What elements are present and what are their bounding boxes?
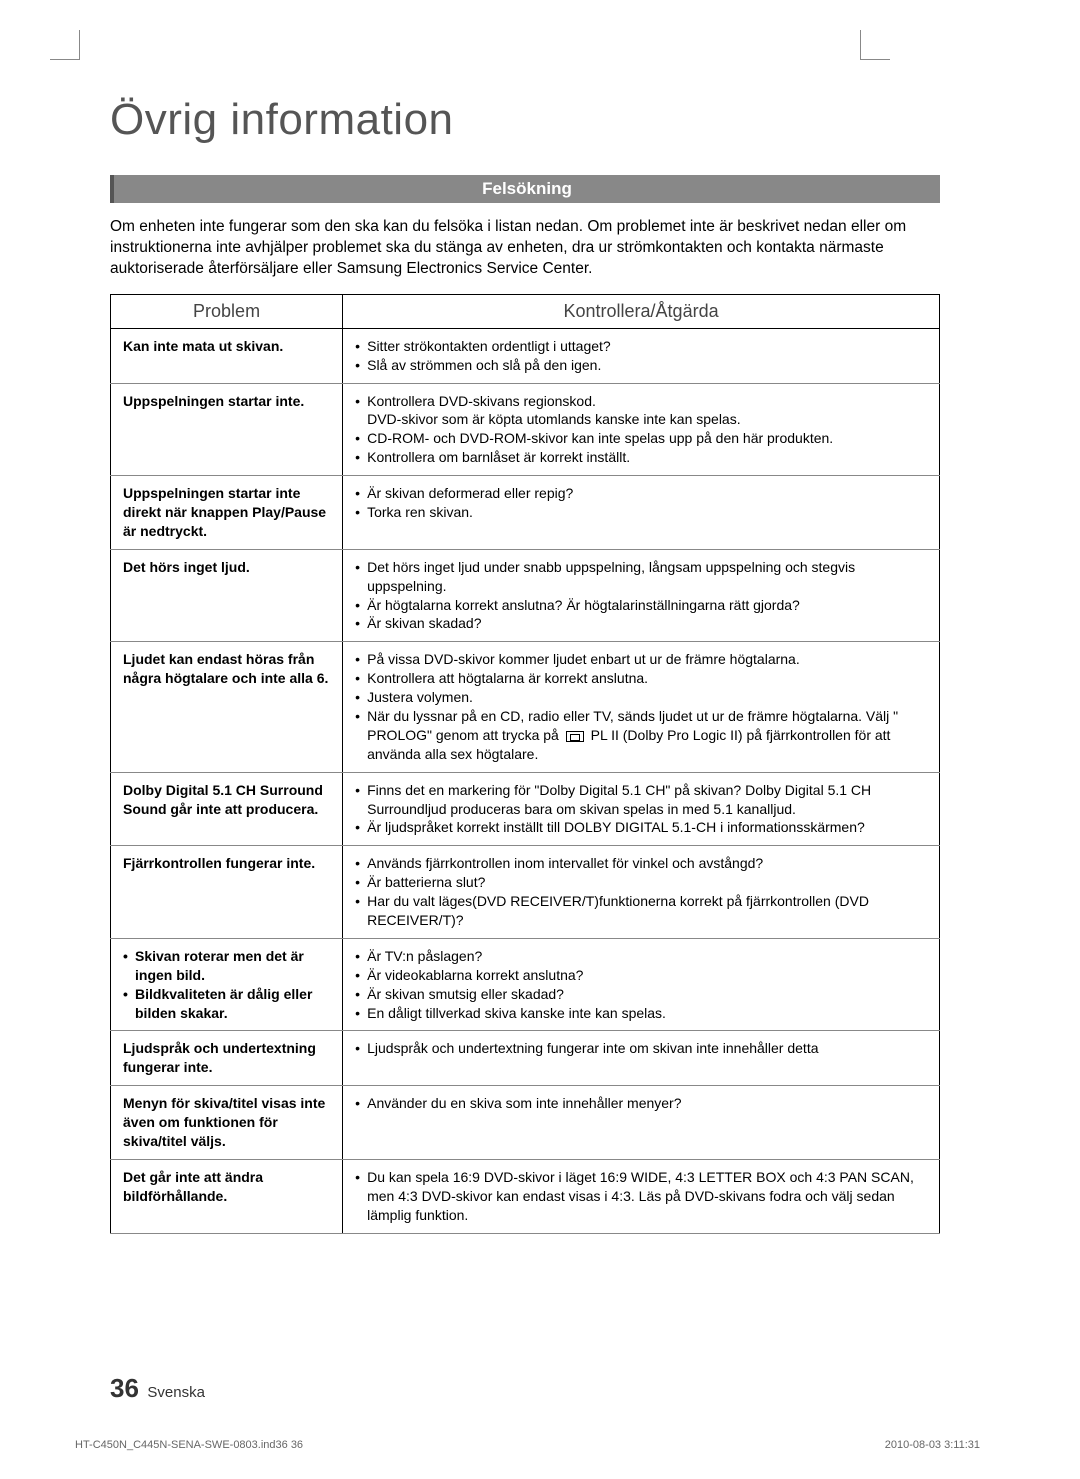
problem-cell: Kan inte mata ut skivan. [111, 328, 343, 383]
fix-cell: Det hörs inget ljud under snabb uppspeln… [343, 549, 940, 642]
imprint-left: HT-C450N_C445N-SENA-SWE-0803.ind36 36 [75, 1439, 303, 1451]
problem-cell: Det går inte att ändra bildförhållande. [111, 1159, 343, 1233]
fix-bullet: Du kan spela 16:9 DVD-skivor i läget 16:… [355, 1168, 927, 1225]
table-row: Uppspelningen startar inte direkt när kn… [111, 476, 940, 550]
section-heading: Felsökning [110, 175, 940, 203]
page-number: 36 [110, 1373, 139, 1403]
fix-bullet: Slå av strömmen och slå på den igen. [355, 356, 927, 375]
fix-cell: Ljudspråk och undertextning fungerar int… [343, 1031, 940, 1086]
table-row: Menyn för skiva/titel visas inte även om… [111, 1086, 940, 1160]
problem-cell: Skivan roterar men det är ingen bild.Bil… [111, 938, 343, 1031]
fix-cell: Finns det en markering för "Dolby Digita… [343, 772, 940, 846]
table-body: Kan inte mata ut skivan. Sitter strökonta… [111, 328, 940, 1233]
table-row: Uppspelningen startar inte. Kontrollera D… [111, 383, 940, 476]
table-row: Det hörs inget ljud. Det hörs inget ljud … [111, 549, 940, 642]
page-content: Övrig information Felsökning Om enheten … [110, 95, 940, 1234]
fix-bullet: På vissa DVD-skivor kommer ljudet enbart… [355, 650, 927, 669]
fix-bullet: Är skivan smutsig eller skadad? [355, 985, 927, 1004]
table-row: Kan inte mata ut skivan. Sitter strökonta… [111, 328, 940, 383]
problem-cell: Det hörs inget ljud. [111, 549, 343, 642]
crop-mark-top-right [860, 30, 890, 60]
fix-bullet: Kontrollera att högtalarna är korrekt an… [355, 669, 927, 688]
th-fix: Kontrollera/Åtgärda [343, 294, 940, 328]
table-row: Ljudspråk och undertextning fungerar int… [111, 1031, 940, 1086]
table-row: Ljudet kan endast höras från några högta… [111, 642, 940, 772]
problem-cell: Menyn för skiva/titel visas inte även om… [111, 1086, 343, 1160]
crop-mark-top-left [50, 30, 80, 60]
problem-cell: Ljudet kan endast höras från några högta… [111, 642, 343, 772]
problem-cell: Uppspelningen startar inte. [111, 383, 343, 476]
fix-bullet: Är videokablarna korrekt anslutna? [355, 966, 927, 985]
fix-bullet: Kontrollera DVD-skivans regionskod.DVD-s… [355, 392, 927, 430]
fix-bullet: Det hörs inget ljud under snabb uppspeln… [355, 558, 927, 596]
dolby-pl-icon [566, 731, 584, 742]
fix-bullet: CD-ROM- och DVD-ROM-skivor kan inte spel… [355, 429, 927, 448]
problem-bullet: Bildkvaliteten är dålig eller bilden ska… [123, 985, 330, 1023]
fix-cell: Är skivan deformerad eller repig?Torka r… [343, 476, 940, 550]
problem-cell: Fjärrkontrollen fungerar inte. [111, 846, 343, 939]
fix-bullet: Använder du en skiva som inte innehåller… [355, 1094, 927, 1113]
page-title: Övrig information [110, 95, 940, 145]
imprint-right: 2010-08-03 3:11:31 [885, 1439, 980, 1451]
fix-bullet: När du lyssnar på en CD, radio eller TV,… [355, 707, 927, 764]
problem-cell: Uppspelningen startar inte direkt när kn… [111, 476, 343, 550]
fix-bullet: Är skivan deformerad eller repig? [355, 484, 927, 503]
fix-bullet: Ljudspråk och undertextning fungerar int… [355, 1039, 927, 1058]
fix-cell: Kontrollera DVD-skivans regionskod.DVD-s… [343, 383, 940, 476]
table-row: Fjärrkontrollen fungerar inte. Används fj… [111, 846, 940, 939]
fix-cell: På vissa DVD-skivor kommer ljudet enbart… [343, 642, 940, 772]
fix-bullet: Är högtalarna korrekt anslutna? Är högta… [355, 596, 927, 615]
fix-bullet: Är skivan skadad? [355, 614, 927, 633]
fix-bullet: Kontrollera om barnlåset är korrekt inst… [355, 448, 927, 467]
fix-bullet: Är batterierna slut? [355, 873, 927, 892]
fix-bullet: Finns det en markering för "Dolby Digita… [355, 781, 927, 819]
problem-cell: Dolby Digital 5.1 CH Surround Sound går … [111, 772, 343, 846]
problem-bullet: Skivan roterar men det är ingen bild. [123, 947, 330, 985]
troubleshoot-table: Problem Kontrollera/Åtgärda Kan inte mat… [110, 294, 940, 1234]
table-row: Skivan roterar men det är ingen bild.Bil… [111, 938, 940, 1031]
page-footer: 36 Svenska [110, 1373, 205, 1404]
table-row: Det går inte att ändra bildförhållande.D… [111, 1159, 940, 1233]
intro-text: Om enheten inte fungerar som den ska kan… [110, 217, 940, 280]
fix-bullet: Har du valt läges(DVD RECEIVER/T)funktio… [355, 892, 927, 930]
fix-cell: Du kan spela 16:9 DVD-skivor i läget 16:… [343, 1159, 940, 1233]
fix-bullet: Torka ren skivan. [355, 503, 927, 522]
fix-bullet: En dåligt tillverkad skiva kanske inte k… [355, 1004, 927, 1023]
fix-cell: Är TV:n påslagen?Är videokablarna korrek… [343, 938, 940, 1031]
fix-bullet: Sitter strökontakten ordentligt i uttage… [355, 337, 927, 356]
fix-bullet: Är TV:n påslagen? [355, 947, 927, 966]
fix-cell: Använder du en skiva som inte innehåller… [343, 1086, 940, 1160]
fix-cell: Sitter strökontakten ordentligt i uttage… [343, 328, 940, 383]
problem-cell: Ljudspråk och undertextning fungerar int… [111, 1031, 343, 1086]
page-language: Svenska [147, 1384, 205, 1401]
th-problem: Problem [111, 294, 343, 328]
fix-cell: Används fjärrkontrollen inom intervallet… [343, 846, 940, 939]
fix-bullet: Används fjärrkontrollen inom intervallet… [355, 854, 927, 873]
fix-bullet: Justera volymen. [355, 688, 927, 707]
table-row: Dolby Digital 5.1 CH Surround Sound går … [111, 772, 940, 846]
fix-bullet: Är ljudspråket korrekt inställt till DOL… [355, 818, 927, 837]
